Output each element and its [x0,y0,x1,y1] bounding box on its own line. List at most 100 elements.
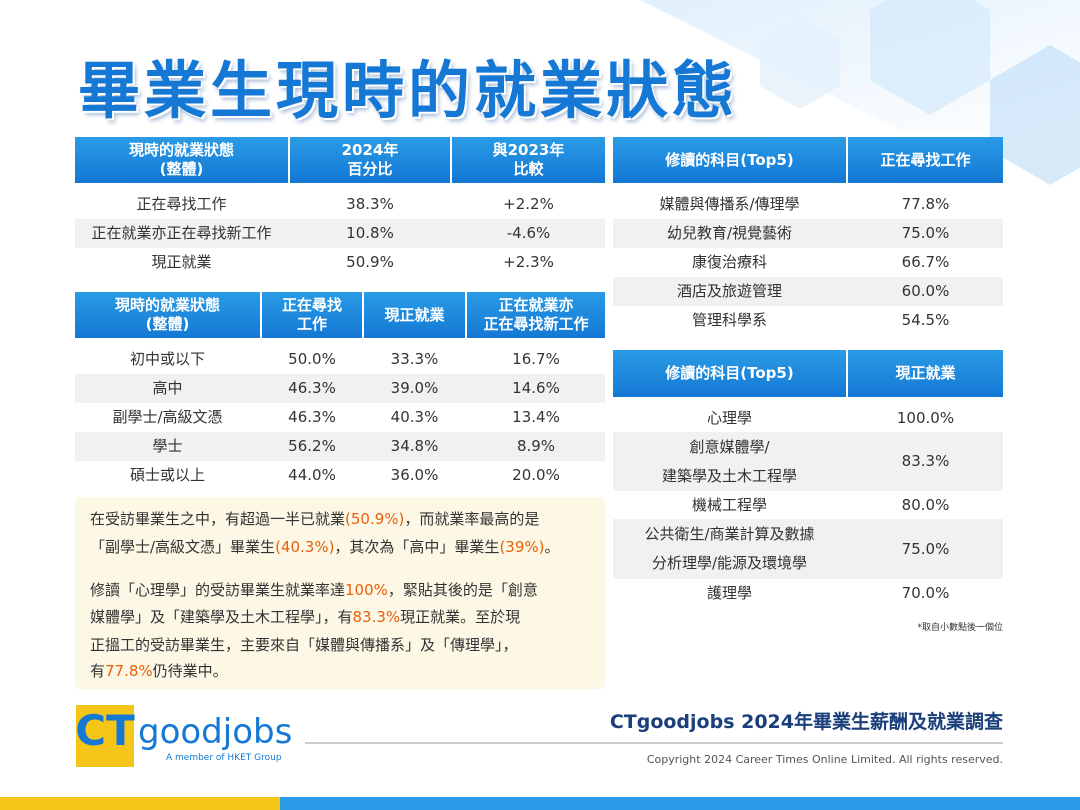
highlight-text: 83.3% [352,608,401,626]
summary-text: ，而就業率最高的是 [404,510,540,528]
cell-line: 工作 [296,315,327,333]
table-cell: 公共衛生/商業計算及數據 分析理學/能源及環境學 [613,519,846,579]
table-cell: 46.3% [288,379,336,397]
survey-name: CTgoodjobs 2024年畢業生薪酬及就業調查 [609,711,1003,733]
table-cell: 康復治療科 [691,253,767,271]
table-cell: 機械工程學 [691,495,767,514]
highlight-text: (40.3%) [275,538,335,556]
table-cell: 46.3% [288,408,336,426]
row-stripe [75,374,605,403]
summary-line: 媒體學」及「建築學及土木工程學」，有83.3%現正就業。至於現 [90,605,520,629]
summary-line: 有77.8%仍待業中。 [90,659,228,683]
table-header: 2024年 百分比 [290,137,450,183]
summary-line: 正搵工的受訪畢業生，主要來自「媒體與傳播系」及「傳理學」， [90,633,518,657]
row-stripe [613,277,1003,306]
table-header: 現時的就業狀態 (整體) [75,137,288,183]
table-cell: 20.0% [512,466,560,484]
table-cell: 創意媒體學/建築學及土木工程學 [613,432,846,491]
table-cell: 40.3% [390,408,439,426]
table-cell: -4.6% [506,224,551,242]
table-cell: 媒體與傳播系/傳理學 [659,195,800,213]
table-cell: 34.8% [390,437,439,455]
table-cell: 16.7% [512,350,560,368]
table-cell: 75.0% [901,539,950,558]
table-cell: 10.8% [346,224,394,242]
summary-text: ，緊貼其後的是「創意 [387,581,538,599]
row-stripe [613,519,1003,579]
table-header: 現時的就業狀態 (整體) [75,292,260,338]
summary-line: 「副學士/高級文憑」畢業生(40.3%)，其次為「高中」畢業生(39%)。 [90,535,560,559]
logo-ct: CT [75,706,135,755]
table-cell: 護理學 [706,583,752,602]
table-header: 修讀的科目(Top5) [613,137,846,183]
table-cell: 副學士/高級文憑 [112,408,223,426]
table-cell: 酒店及旅遊管理 [676,282,782,300]
table-cell: 碩士或以上 [129,466,205,484]
table-cell: 正在尋找工作 [136,195,227,213]
copyright: Copyright 2024 Career Times Online Limit… [646,753,1003,766]
cell-line: 建築學及土木工程學 [661,466,797,485]
table-cell: 13.4% [512,408,560,426]
summary-text: 「副學士/高級文憑」畢業生 [90,538,276,556]
table-cell: 83.3% [901,452,950,470]
summary-line: 修讀「心理學」的受訪畢業生就業率達100%，緊貼其後的是「創意 [90,578,538,602]
cell-line: 公共衛生/商業計算及數據 [644,525,815,543]
table-cell: 幼兒教育/視覺藝術 [666,224,793,242]
highlight-text: 100% [345,581,388,599]
cell-line: 正在尋找工作 [880,150,971,169]
cell-line: 分析理學/能源及環境學 [651,554,808,572]
cell-line: 與2023年 [492,141,565,159]
table-cell: 管理科學系 [691,311,767,329]
row-stripe [75,219,605,248]
highlight-text: (50.9%) [345,510,405,528]
cell-line: 修讀的科目(Top5) [665,150,794,169]
table-header: 現正就業 [364,292,465,338]
row-stripe [75,432,605,461]
table-cell: 初中或以下 [129,350,205,368]
table-cell: 60.0% [901,282,950,300]
cell-line: 現正就業 [384,305,445,324]
table-cell: 56.2% [288,437,336,455]
cell-line: 創意媒體學/ [689,437,770,456]
summary-text: 有 [90,662,106,680]
cell-line: 百分比 [347,160,393,178]
table-header: 現正就業 [848,350,1003,397]
cell-line: 正在就業亦 [498,296,574,314]
table-cell: 66.7% [901,253,950,271]
table-cell: 現正就業 [151,253,212,271]
cell-line: 2024年 [341,141,399,159]
table-cell: 14.6% [512,379,560,397]
table-cell: 心理學 [706,408,752,427]
table-cell: 80.0% [901,495,950,514]
cell-line: 現正就業 [895,364,956,382]
highlight-text: (39%) [499,538,545,556]
footnote: *取自小數點後一個位 [917,623,1003,633]
cell-line: 正在尋找 [281,296,342,314]
table-cell: 33.3% [390,350,439,368]
table-cell: 高中 [152,379,183,397]
cell-line: 現時的就業狀態 [128,141,234,159]
logo-word: goodjobs [138,712,293,752]
table-header: 正在尋找工作 [848,137,1003,183]
table-cell: 38.3% [346,195,394,213]
highlight-text: 77.8% [105,662,153,680]
cell-line: 修讀的科目(Top5) [665,364,794,382]
summary-line: 在受訪畢業生之中，有超過一半已就業(50.9%)，而就業率最高的是 [90,507,539,531]
cell-line: 比較 [513,160,544,178]
table-cell: 70.0% [901,583,950,602]
table-cell: 44.0% [288,466,336,484]
cell-line: (整體) [145,315,190,333]
table-cell: 77.8% [901,195,950,213]
table-cell: +2.3% [503,253,554,271]
cell-line: 現時的就業狀態 [114,296,220,314]
summary-text: ，其次為「高中」畢業生 [334,538,500,556]
table-cell: 100.0% [896,408,955,427]
table-header: 修讀的科目(Top5) [613,350,846,397]
table-cell: 36.0% [390,466,439,484]
summary-text: 在受訪畢業生之中，有超過一半已就業 [90,510,346,528]
table-header: 正在尋找工作 [262,292,362,338]
summary-text: 媒體學」及「建築學及土木工程學」，有 [90,608,353,626]
cell-line: 正在尋找新工作 [483,315,589,333]
